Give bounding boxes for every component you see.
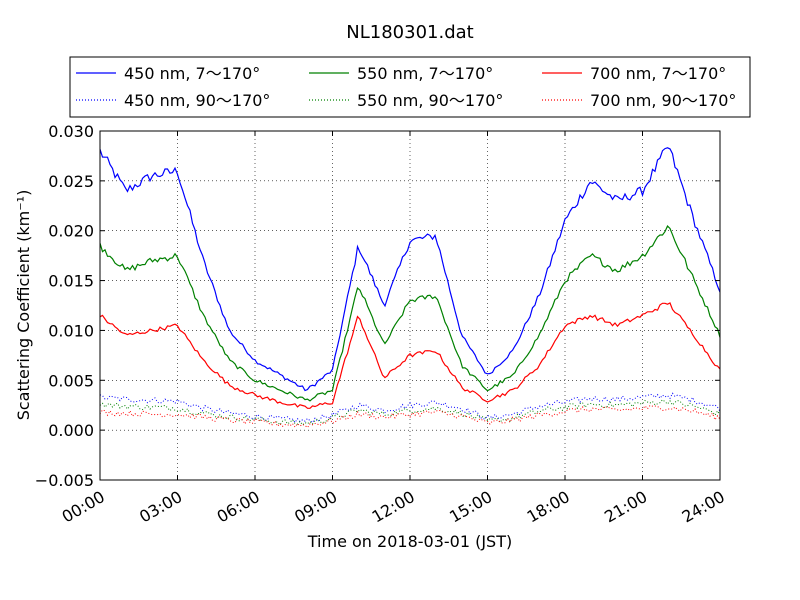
x-tick-label: 12:00: [369, 487, 418, 527]
legend-label: 700 nm, 7～170°: [590, 64, 726, 83]
plot-area: [100, 131, 720, 480]
y-tick-label: 0.005: [48, 371, 94, 390]
legend-label: 550 nm, 7～170°: [357, 64, 493, 83]
x-tick-label: 15:00: [446, 487, 495, 527]
legend-box: [69, 56, 751, 118]
series-line-2: [99, 224, 721, 402]
y-tick-label: 0.020: [48, 222, 94, 241]
x-tick-label: 03:00: [136, 487, 185, 527]
y-axis-label: Scattering Coefficient (km⁻¹): [14, 190, 33, 421]
series-lines: [99, 147, 721, 429]
y-tick-label: 0.015: [48, 272, 94, 291]
series-line-0: [99, 147, 721, 392]
y-tick-label: 0.010: [48, 321, 94, 340]
series-line-4: [99, 302, 721, 409]
y-tick-label: 0.025: [48, 172, 94, 191]
y-tick-label: 0.000: [48, 421, 94, 440]
series-line-3: [99, 399, 721, 426]
grid-lines: [100, 131, 720, 480]
y-tick-label: 0.030: [48, 122, 94, 141]
legend-label: 450 nm, 7～170°: [124, 64, 260, 83]
legend: 450 nm, 7～170° 550 nm, 7～170° 700 nm, 7～17…: [69, 56, 751, 118]
chart-title: NL180301.dat: [346, 22, 473, 43]
x-tick-label: 21:00: [601, 487, 650, 527]
x-tick-label: 24:00: [679, 487, 728, 527]
x-tick-label: 09:00: [291, 487, 340, 527]
series-line-1: [99, 392, 721, 424]
legend-label: 550 nm, 90～170°: [357, 91, 503, 110]
legend-label: 450 nm, 90～170°: [124, 91, 270, 110]
series-line-5: [99, 404, 721, 429]
legend-label: 700 nm, 90～170°: [590, 91, 736, 110]
y-tick-label: −0.005: [35, 471, 94, 490]
x-tick-label: 18:00: [524, 487, 573, 527]
x-tick-label: 00:00: [59, 487, 108, 527]
x-axis-label: Time on 2018-03-01 (JST): [307, 532, 512, 551]
x-tick-label: 06:00: [214, 487, 263, 527]
